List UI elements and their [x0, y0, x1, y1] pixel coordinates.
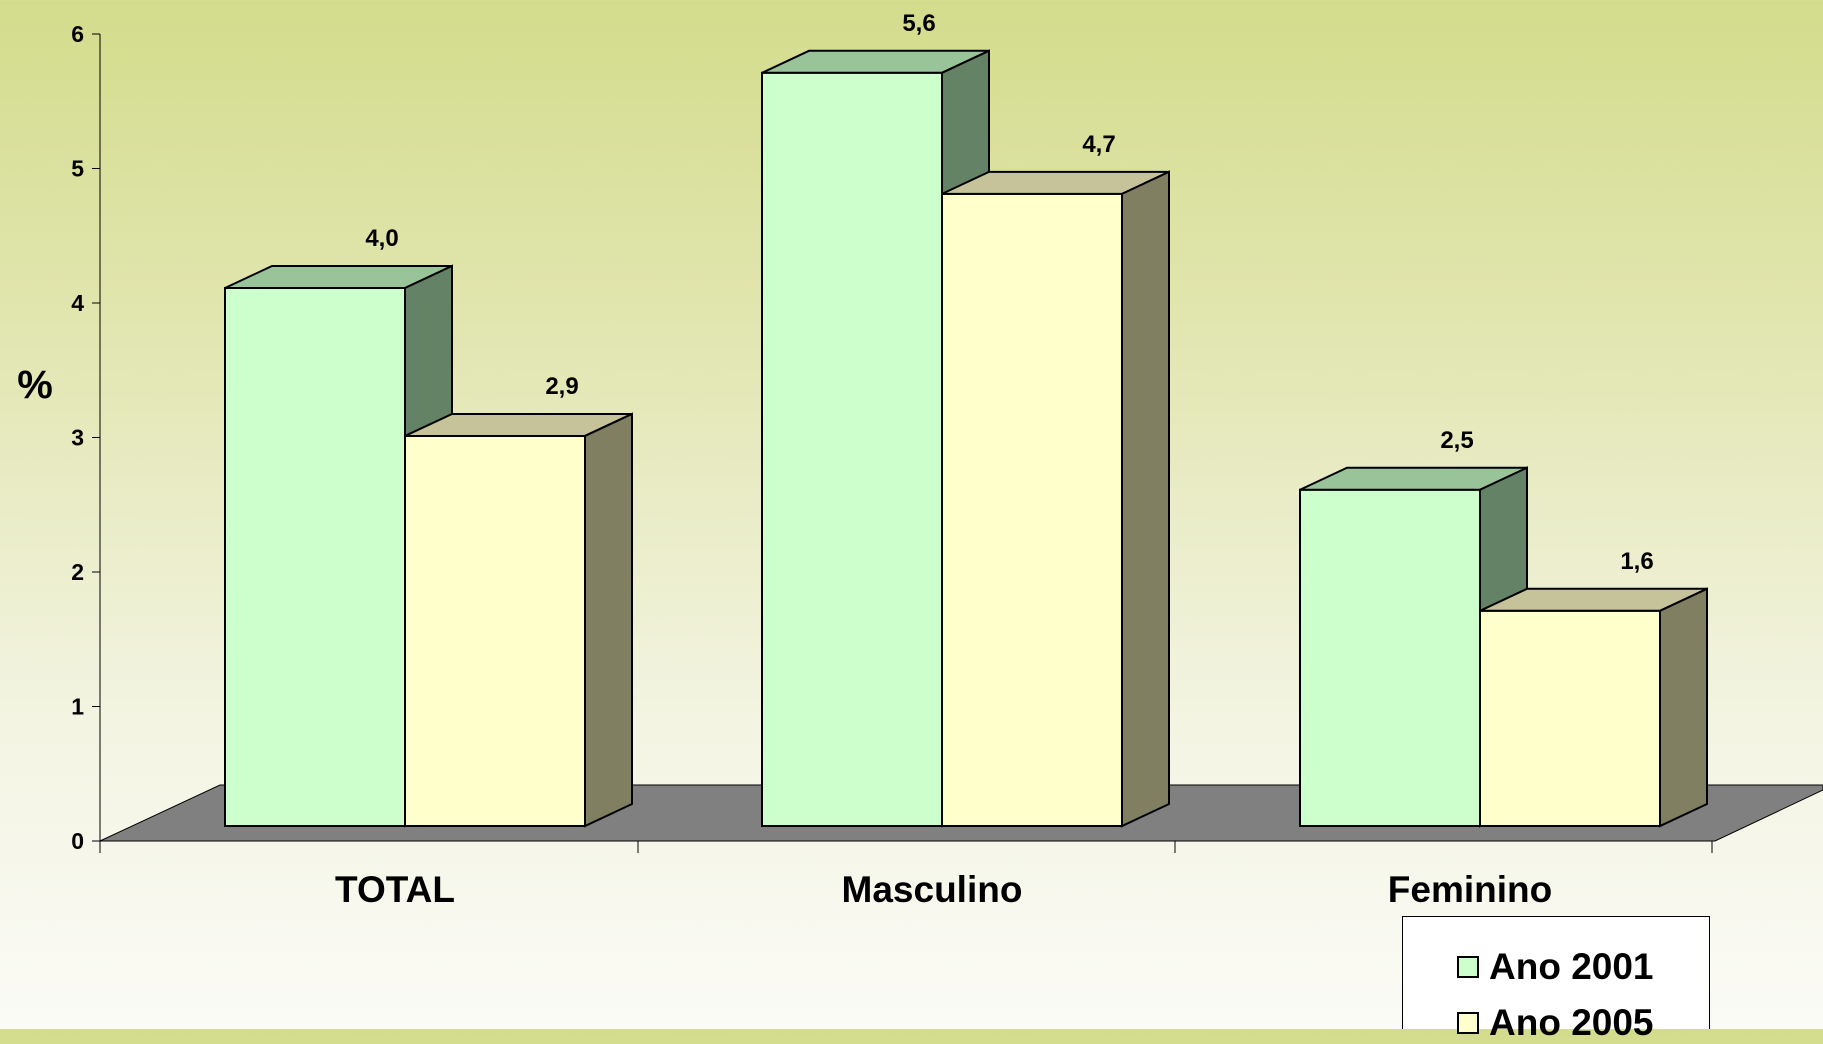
y-tick-label: 3: [71, 425, 84, 451]
legend: Ano 2001 Ano 2005: [1402, 916, 1710, 1043]
bar: [404, 412, 633, 828]
legend-label-series-1: Ano 2001: [1489, 946, 1654, 987]
y-tick-label: 5: [71, 156, 84, 182]
bar-front-face: [761, 71, 943, 828]
bar-front-face: [1299, 488, 1481, 827]
bar: [941, 170, 1170, 828]
x-category-label: Masculino: [842, 869, 1023, 910]
bar-side-face: [1659, 587, 1708, 828]
data-label: 2,9: [545, 373, 578, 400]
y-tick-label: 2: [71, 559, 84, 585]
legend-swatch-series-1: [1457, 956, 1479, 978]
y-tick-label: 4: [71, 290, 84, 316]
legend-item-series-1: Ano 2001: [1457, 946, 1654, 987]
y-tick-label: 6: [71, 21, 84, 47]
y-tick-label: 1: [71, 694, 84, 720]
bar: [1479, 587, 1708, 828]
bar-front-face: [941, 192, 1123, 828]
bar-front-face: [404, 434, 586, 827]
legend-item-series-2: Ano 2005: [1457, 1002, 1654, 1043]
legend-swatch-series-2: [1457, 1012, 1479, 1034]
bar-side-face: [584, 412, 633, 828]
y-axis-label: %: [17, 363, 53, 407]
data-label: 5,6: [902, 10, 935, 37]
data-label: 4,7: [1082, 131, 1115, 158]
data-label: 2,5: [1440, 427, 1473, 454]
data-label: 4,0: [365, 225, 398, 252]
x-category-label: Feminino: [1388, 869, 1552, 910]
bar-side-face: [1121, 170, 1170, 828]
legend-label-series-2: Ano 2005: [1489, 1002, 1654, 1043]
bar-front-face: [1479, 609, 1661, 827]
x-category-label: TOTAL: [335, 869, 455, 910]
y-tick-label: 0: [71, 828, 84, 854]
bar-front-face: [224, 287, 406, 827]
data-label: 1,6: [1620, 548, 1653, 575]
